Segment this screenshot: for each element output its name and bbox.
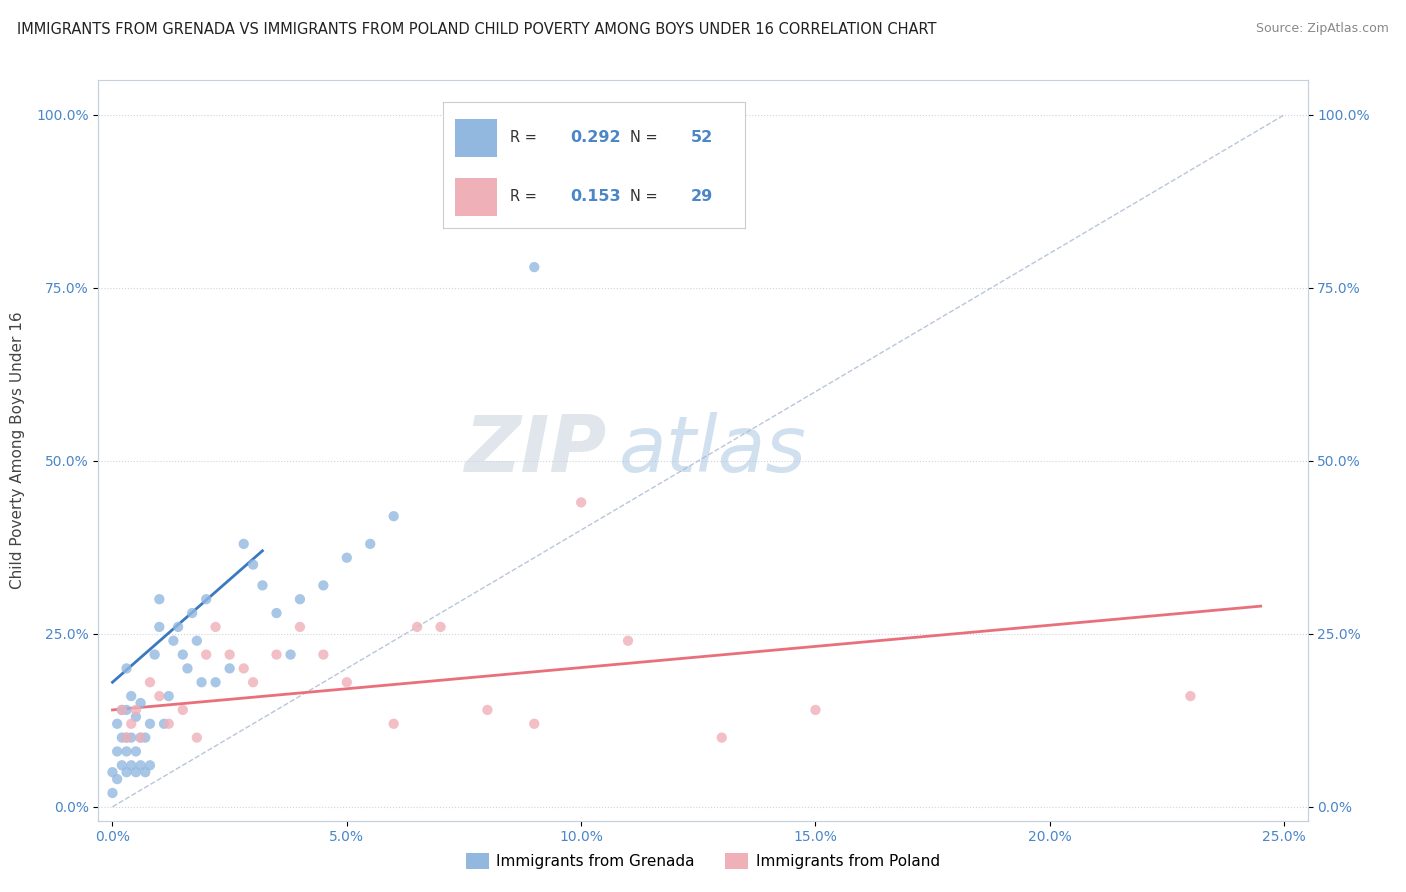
Point <box>242 675 264 690</box>
Point <box>111 703 134 717</box>
Point <box>181 606 204 620</box>
Point <box>134 765 156 780</box>
Point <box>288 592 311 607</box>
Point <box>312 578 335 592</box>
Point <box>266 648 288 662</box>
Point <box>115 703 138 717</box>
Point <box>115 765 138 780</box>
Point <box>125 744 148 758</box>
Point <box>125 765 148 780</box>
Point <box>120 758 142 772</box>
Point <box>153 716 176 731</box>
Text: ZIP: ZIP <box>464 412 606 489</box>
Point <box>382 716 405 731</box>
Text: atlas: atlas <box>619 412 806 489</box>
Legend: Immigrants from Grenada, Immigrants from Poland: Immigrants from Grenada, Immigrants from… <box>460 847 946 875</box>
Point <box>288 620 311 634</box>
Point <box>115 731 138 745</box>
Point <box>129 758 152 772</box>
Point <box>710 731 733 745</box>
Point <box>523 716 546 731</box>
Point <box>125 703 148 717</box>
Point <box>115 744 138 758</box>
Point <box>115 661 138 675</box>
Point <box>172 703 194 717</box>
Point <box>148 689 170 703</box>
Text: Source: ZipAtlas.com: Source: ZipAtlas.com <box>1256 22 1389 36</box>
Point <box>359 537 381 551</box>
Point <box>218 648 240 662</box>
Point <box>129 696 152 710</box>
Point <box>218 661 240 675</box>
Point <box>134 731 156 745</box>
Point <box>1180 689 1202 703</box>
Point <box>204 620 226 634</box>
Point <box>336 675 359 690</box>
Point <box>312 648 335 662</box>
Point <box>252 578 274 592</box>
Point <box>232 537 254 551</box>
Point <box>115 731 138 745</box>
Point <box>204 675 226 690</box>
Point <box>162 633 184 648</box>
Point <box>157 716 180 731</box>
Point <box>266 606 288 620</box>
Point <box>129 731 152 745</box>
Point <box>190 675 212 690</box>
Point <box>148 620 170 634</box>
Point <box>804 703 827 717</box>
Point <box>129 731 152 745</box>
Text: IMMIGRANTS FROM GRENADA VS IMMIGRANTS FROM POLAND CHILD POVERTY AMONG BOYS UNDER: IMMIGRANTS FROM GRENADA VS IMMIGRANTS FR… <box>17 22 936 37</box>
Point <box>477 703 499 717</box>
Point <box>120 731 142 745</box>
Y-axis label: Child Poverty Among Boys Under 16: Child Poverty Among Boys Under 16 <box>10 311 25 590</box>
Point <box>382 509 405 524</box>
Point <box>105 772 128 786</box>
Point <box>195 648 218 662</box>
Point <box>336 550 359 565</box>
Point <box>280 648 302 662</box>
Point <box>406 620 429 634</box>
Point <box>523 260 546 274</box>
Point <box>111 731 134 745</box>
Point <box>105 744 128 758</box>
Point <box>101 786 124 800</box>
Point <box>143 648 166 662</box>
Point <box>176 661 198 675</box>
Point <box>111 703 134 717</box>
Point <box>232 661 254 675</box>
Point <box>157 689 180 703</box>
Point <box>195 592 218 607</box>
Point <box>101 765 124 780</box>
Point <box>186 731 208 745</box>
Point <box>148 592 170 607</box>
Point <box>242 558 264 572</box>
Point <box>139 758 162 772</box>
Point <box>111 758 134 772</box>
Point <box>429 620 451 634</box>
Point <box>617 633 640 648</box>
Point <box>120 689 142 703</box>
Point <box>167 620 190 634</box>
Point <box>139 675 162 690</box>
Point <box>125 710 148 724</box>
Point <box>569 495 592 509</box>
Point <box>105 716 128 731</box>
Point <box>120 716 142 731</box>
Point <box>139 716 162 731</box>
Point <box>172 648 194 662</box>
Point <box>186 633 208 648</box>
